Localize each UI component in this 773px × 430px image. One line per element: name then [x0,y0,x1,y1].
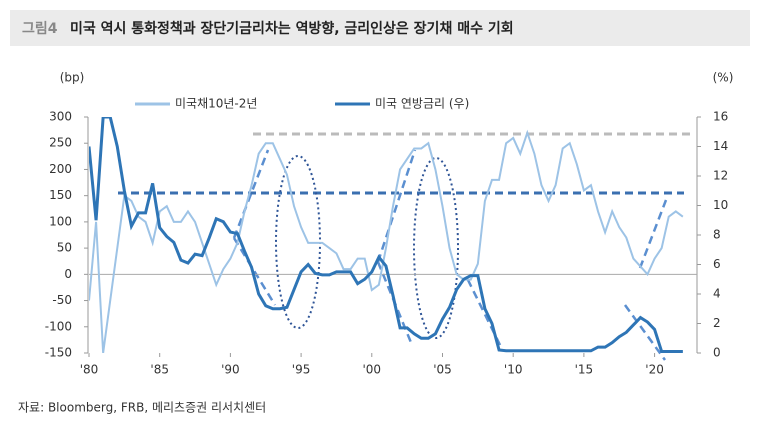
y-tick-label: -50 [52,293,72,307]
arrow [376,149,417,263]
annotations [275,155,459,339]
x-tick-label: '15 [575,363,594,377]
legend: 미국채10년-2년 미국 연방금리 (우) [135,97,469,111]
y2-tick-label: 14 [713,139,728,153]
y-tick-label: 300 [49,110,72,124]
x-tick-label: '05 [433,363,452,377]
arrow [232,149,270,239]
y-tick-label: 0 [64,267,72,281]
x-tick-label: '85 [150,363,169,377]
legend-label: 미국채10년-2년 [175,97,257,111]
y-tick-label: 250 [49,136,72,150]
legend-label: 미국 연방금리 (우) [375,97,469,111]
y2-tick-label: 12 [713,169,728,183]
y2-tick-label: 16 [713,110,728,124]
x-tick-label: '80 [80,363,99,377]
figure-label: 그림4 [22,21,58,37]
y2-tick-label: 10 [713,198,728,212]
source: 자료: Bloomberg, FRB, 메리츠증권 리서치센터 [18,401,266,415]
chart-title: 미국 역시 통화정책과 장단기금리차는 역방향, 금리인상은 장기채 매수 기회 [70,20,514,37]
series-line [89,129,684,353]
y-axis-label: (bp) [60,71,85,85]
y-tick-label: 50 [57,241,72,255]
y2-tick-label: 6 [713,257,721,271]
x-tick-label: '00 [363,363,382,377]
y2-axis-label: (%) [713,71,734,85]
y2-tick-label: 8 [713,228,721,242]
x-tick-label: '95 [292,363,311,377]
title-bar [10,10,750,46]
y-tick-label: -100 [45,319,72,333]
y-tick-label: 100 [49,214,72,228]
y2-tick-label: 0 [713,346,721,360]
y2-tick-label: 2 [713,316,721,330]
y-tick-label: 200 [49,162,72,176]
y-tick-label: -150 [45,346,72,360]
y2-tick-label: 4 [713,287,721,301]
arrow [623,304,667,361]
y-tick-label: 150 [49,188,72,202]
x-tick-label: '10 [504,363,523,377]
series-line [89,117,683,353]
arrow [232,237,277,306]
x-tick-label: '90 [221,363,240,377]
x-tick-label: '20 [645,363,664,377]
arrow [638,199,668,269]
ellipse [413,157,459,339]
